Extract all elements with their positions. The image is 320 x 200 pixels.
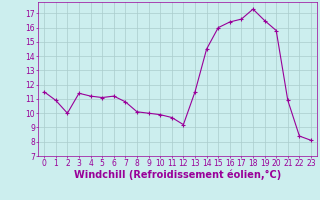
X-axis label: Windchill (Refroidissement éolien,°C): Windchill (Refroidissement éolien,°C)	[74, 170, 281, 180]
